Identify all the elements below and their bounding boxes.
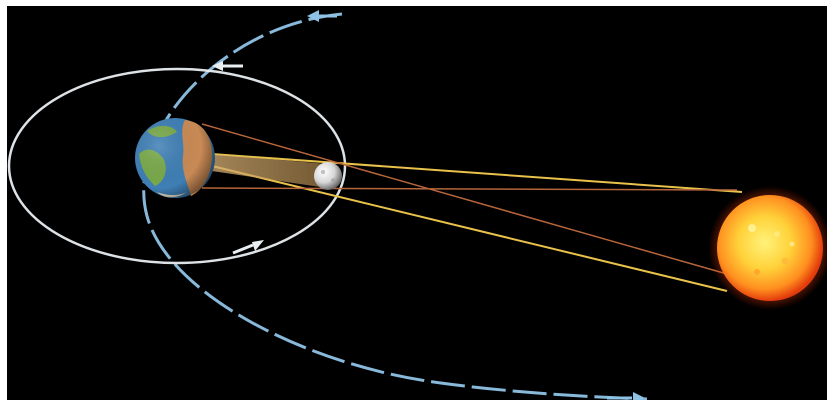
space-scene <box>7 6 827 400</box>
arrow-left-icon <box>307 10 337 22</box>
penumbra-ray-lower <box>201 187 738 191</box>
space-background <box>7 6 827 400</box>
moon <box>314 162 342 190</box>
sunlight-ray-top <box>211 153 743 193</box>
earth-orbit-path <box>142 12 648 400</box>
arrow-right-icon <box>607 392 645 400</box>
moon-shadow-cone <box>212 154 327 188</box>
penumbra-ray-upper <box>201 123 728 275</box>
earth <box>135 118 215 198</box>
moon-orbit-path <box>7 67 347 265</box>
arrow-right-icon <box>232 240 264 255</box>
arrow-left-icon <box>212 61 243 71</box>
sun <box>708 186 827 310</box>
sunlight-ray-bottom <box>211 165 728 292</box>
